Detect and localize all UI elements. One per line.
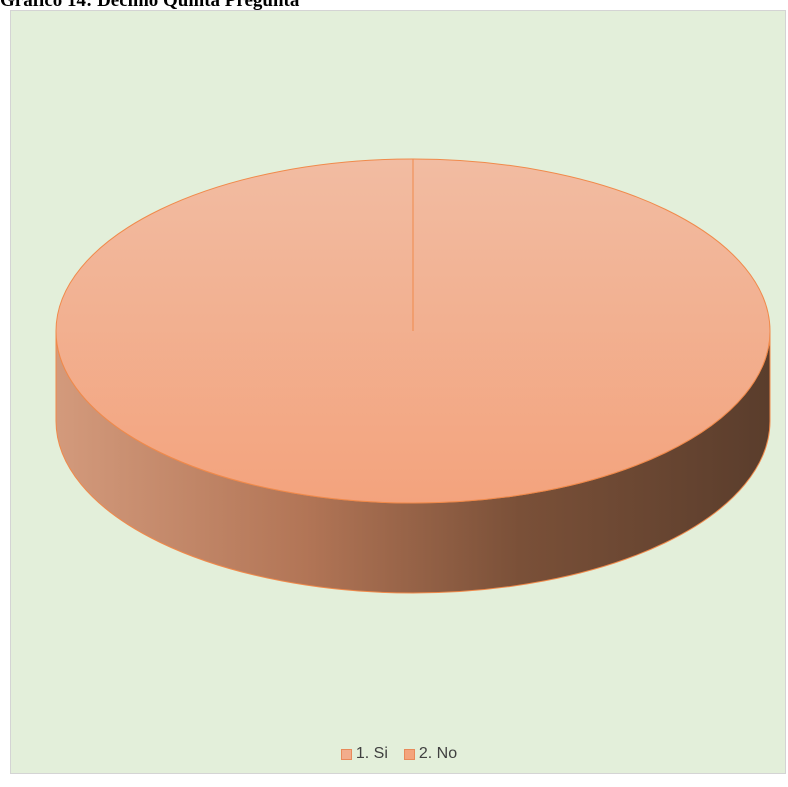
pie-chart xyxy=(55,158,771,594)
page-heading: Gráfico 14: Décimo Quinta Pregunta xyxy=(0,0,300,11)
legend-item-2: 2. No xyxy=(403,745,458,763)
legend-swatch xyxy=(340,748,352,760)
legend-label: 2. No xyxy=(418,745,458,762)
chart-legend: 1. Si 2. No xyxy=(11,745,787,763)
chart-area: 1. Si 2. No xyxy=(10,10,786,774)
legend-item-1: 1. Si xyxy=(340,745,388,763)
legend-swatch xyxy=(403,748,415,760)
legend-label: 1. Si xyxy=(355,745,388,762)
